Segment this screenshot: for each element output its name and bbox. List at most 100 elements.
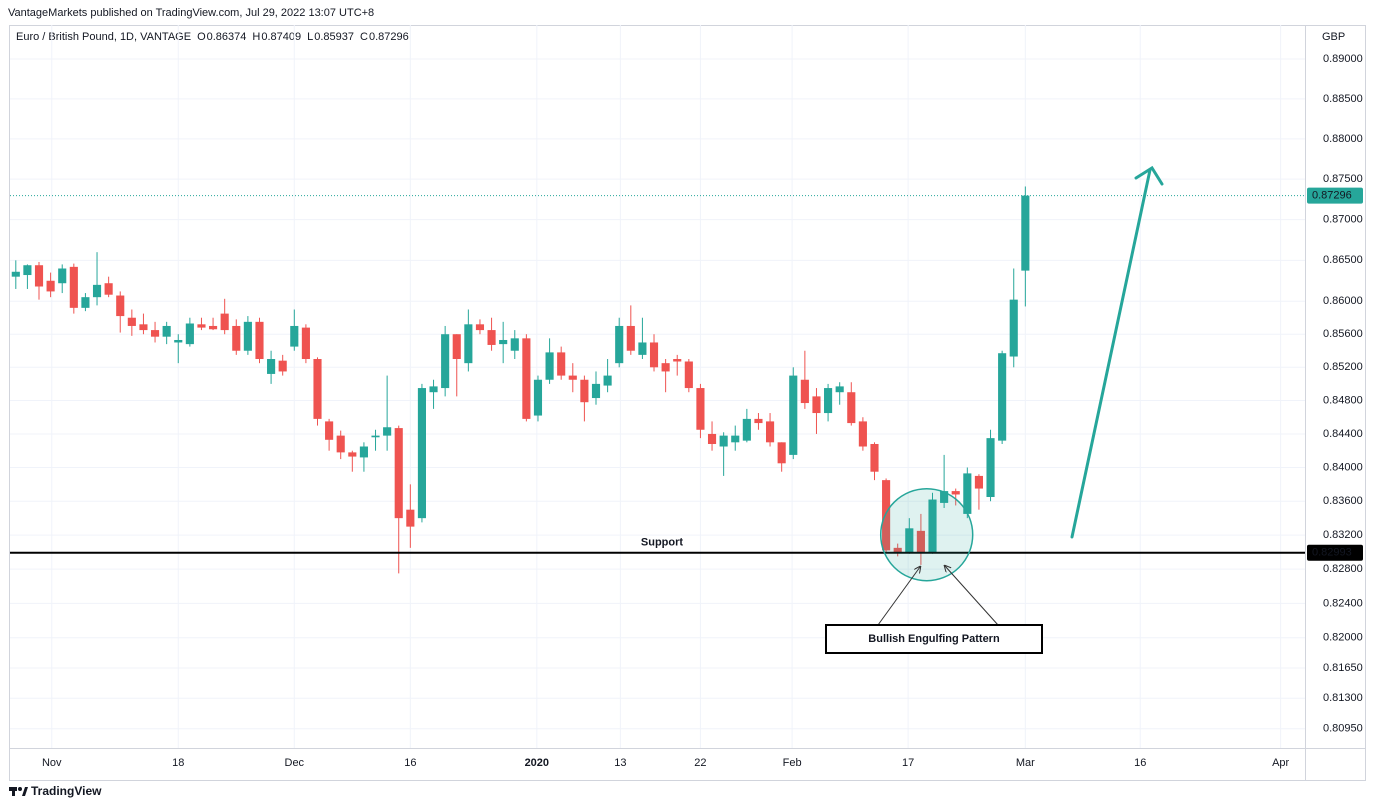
candle-body	[533, 379, 543, 416]
candle-body	[847, 392, 856, 424]
y-tick-label: 0.82000	[1323, 632, 1363, 644]
published-note: VantageMarkets published on TradingView.…	[8, 7, 374, 19]
candle-body	[661, 363, 670, 372]
candle-body	[696, 388, 705, 430]
candle-body	[545, 352, 554, 380]
y-tick-label: 0.84800	[1323, 394, 1363, 406]
candle-body	[858, 421, 867, 447]
candle-body	[255, 321, 264, 360]
candle-body	[81, 297, 90, 308]
candle-body	[371, 435, 380, 438]
candle-body	[220, 313, 229, 331]
footer-brand: TradingView	[31, 784, 102, 798]
support-label: Support	[641, 537, 683, 549]
annotation-box	[825, 624, 1043, 654]
y-tick-label: 0.88000	[1323, 133, 1363, 145]
y-tick-label: 0.81300	[1323, 692, 1363, 704]
ohlc-value: 0.85937	[314, 31, 354, 43]
candle-body	[174, 339, 183, 343]
plot-area	[10, 25, 1305, 748]
x-tick-label: 2020	[525, 757, 549, 769]
chart-frame	[9, 25, 1366, 781]
ohlc-letter: C	[360, 31, 368, 43]
y-tick-label: 0.81650	[1323, 662, 1363, 674]
candle-body	[824, 388, 833, 414]
candle-body	[557, 352, 566, 376]
y-tick-label: 0.88500	[1323, 93, 1363, 105]
candle-body	[313, 359, 322, 419]
candle-body	[603, 375, 612, 386]
candle-body	[46, 280, 55, 292]
candle-body	[789, 375, 798, 455]
y-tick-label: 0.89000	[1323, 53, 1363, 65]
candle-body	[429, 386, 438, 393]
ohlc-letter: O	[197, 31, 206, 43]
candle-body	[267, 359, 276, 374]
candle-body	[742, 418, 751, 441]
candle-body	[11, 271, 20, 277]
ohlc-letter: L	[307, 31, 313, 43]
candle-body	[487, 330, 496, 345]
y-tick-label: 0.83600	[1323, 495, 1363, 507]
support-price-label: 0.82993	[1312, 547, 1352, 559]
ohlc-value: 0.87296	[369, 31, 409, 43]
candle-body	[951, 491, 960, 495]
candle-body	[684, 361, 693, 389]
x-tick-label: Mar	[1016, 757, 1035, 769]
candle-body	[615, 325, 624, 364]
candle-body	[139, 324, 148, 331]
candle-body	[359, 446, 368, 458]
candle-body	[673, 359, 682, 362]
candle-body	[383, 427, 392, 436]
candle-body	[69, 266, 78, 308]
candle-body	[928, 499, 937, 553]
candle-body	[998, 353, 1007, 441]
candle-body	[731, 435, 740, 443]
candle-body	[580, 379, 589, 403]
footer-logo	[9, 787, 28, 796]
currency-label: GBP	[1322, 31, 1345, 43]
annotation-text: Bullish Engulfing Pattern	[868, 633, 1000, 645]
y-tick-label: 0.80950	[1323, 723, 1363, 735]
ohlc-value: 0.87409	[261, 31, 301, 43]
candle-body	[127, 317, 136, 326]
y-tick-label: 0.82400	[1323, 597, 1363, 609]
candle-body	[58, 268, 67, 284]
ohlc-value: 0.86374	[207, 31, 247, 43]
candle-body	[92, 284, 102, 298]
x-tick-label: Nov	[42, 757, 62, 769]
candle-body	[591, 383, 601, 399]
candle-body	[452, 334, 461, 360]
candle-body	[893, 547, 902, 553]
support-tag	[1307, 544, 1363, 561]
candle-body	[301, 327, 310, 360]
x-tick-label: 16	[404, 757, 416, 769]
candle-body	[150, 330, 160, 337]
candle-body	[116, 295, 125, 317]
candle-body	[638, 342, 647, 355]
candle-body	[707, 433, 717, 444]
x-tick-label: 22	[694, 757, 706, 769]
y-tick-label: 0.83200	[1323, 529, 1363, 541]
annotation-arrow	[877, 567, 920, 626]
candle-body	[626, 325, 635, 351]
candle-body	[522, 338, 531, 419]
candle-body	[197, 324, 206, 328]
candle-body	[243, 321, 252, 351]
annotation-arrow	[945, 566, 999, 626]
candle-body	[185, 323, 194, 345]
candle-body	[835, 386, 844, 393]
candle-body	[974, 475, 983, 489]
candle-body	[394, 428, 403, 519]
candle-body	[104, 283, 113, 295]
x-tick-label: 13	[614, 757, 626, 769]
candle-body	[882, 480, 891, 551]
symbol-label: Euro / British Pound, 1D, VANTAGE	[16, 31, 191, 43]
candle-body	[23, 265, 32, 276]
x-tick-label: 16	[1134, 757, 1146, 769]
legend: Euro / British Pound, 1D, VANTAGE O 0.863…	[16, 31, 409, 43]
candle-body	[649, 342, 659, 368]
candle-body	[940, 491, 949, 503]
